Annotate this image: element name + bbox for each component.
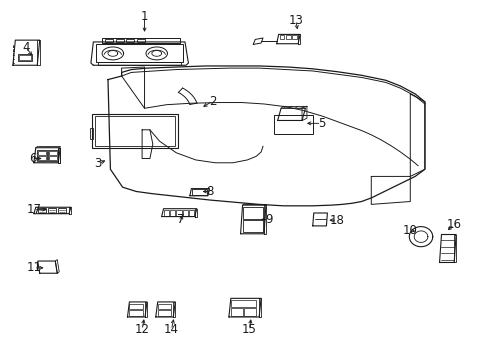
Text: 14: 14 [163, 323, 179, 336]
Bar [19, 55, 31, 60]
Bar [188, 210, 194, 216]
Text: 9: 9 [264, 213, 272, 226]
Bar [163, 210, 168, 216]
Bar [49, 156, 57, 160]
Bar [273, 116, 312, 134]
Bar [98, 62, 181, 65]
Bar [129, 304, 143, 309]
Text: 2: 2 [209, 95, 216, 108]
Bar [176, 210, 181, 216]
Bar [105, 39, 113, 42]
Text: 13: 13 [287, 14, 303, 27]
Bar [285, 35, 290, 40]
Bar [230, 300, 256, 307]
Bar [182, 210, 187, 216]
Text: 3: 3 [94, 157, 102, 170]
Bar [37, 150, 46, 161]
Bar [48, 208, 56, 213]
Bar [244, 309, 256, 316]
Bar [90, 129, 93, 139]
Bar [38, 156, 45, 160]
Text: 1: 1 [141, 10, 148, 23]
Bar [38, 151, 45, 155]
Bar [38, 208, 46, 213]
Bar [158, 310, 171, 316]
Bar [58, 208, 65, 213]
Text: 17: 17 [26, 203, 41, 216]
Bar [116, 39, 123, 42]
Bar [243, 207, 262, 219]
Bar [137, 39, 145, 42]
Bar [95, 116, 174, 145]
Bar [279, 35, 284, 40]
Text: 16: 16 [446, 218, 461, 231]
Bar [292, 35, 297, 40]
Text: 11: 11 [26, 261, 41, 274]
Bar [96, 44, 183, 62]
Bar [102, 38, 180, 43]
Text: 10: 10 [402, 224, 417, 237]
Text: 5: 5 [317, 117, 325, 130]
Bar [191, 189, 207, 195]
Bar [92, 114, 177, 148]
Bar [18, 54, 32, 61]
Text: 8: 8 [206, 185, 214, 198]
Bar [243, 220, 262, 232]
Bar [169, 210, 175, 216]
Bar [129, 310, 143, 316]
Bar [230, 309, 242, 316]
Text: 12: 12 [134, 323, 149, 336]
Bar [48, 150, 58, 161]
Text: 6: 6 [29, 152, 36, 165]
Text: 7: 7 [177, 213, 184, 226]
Bar [49, 151, 57, 155]
Bar [158, 304, 171, 309]
Text: 18: 18 [329, 214, 344, 227]
Text: 15: 15 [242, 323, 256, 336]
Text: 4: 4 [22, 41, 30, 54]
Bar [126, 39, 134, 42]
